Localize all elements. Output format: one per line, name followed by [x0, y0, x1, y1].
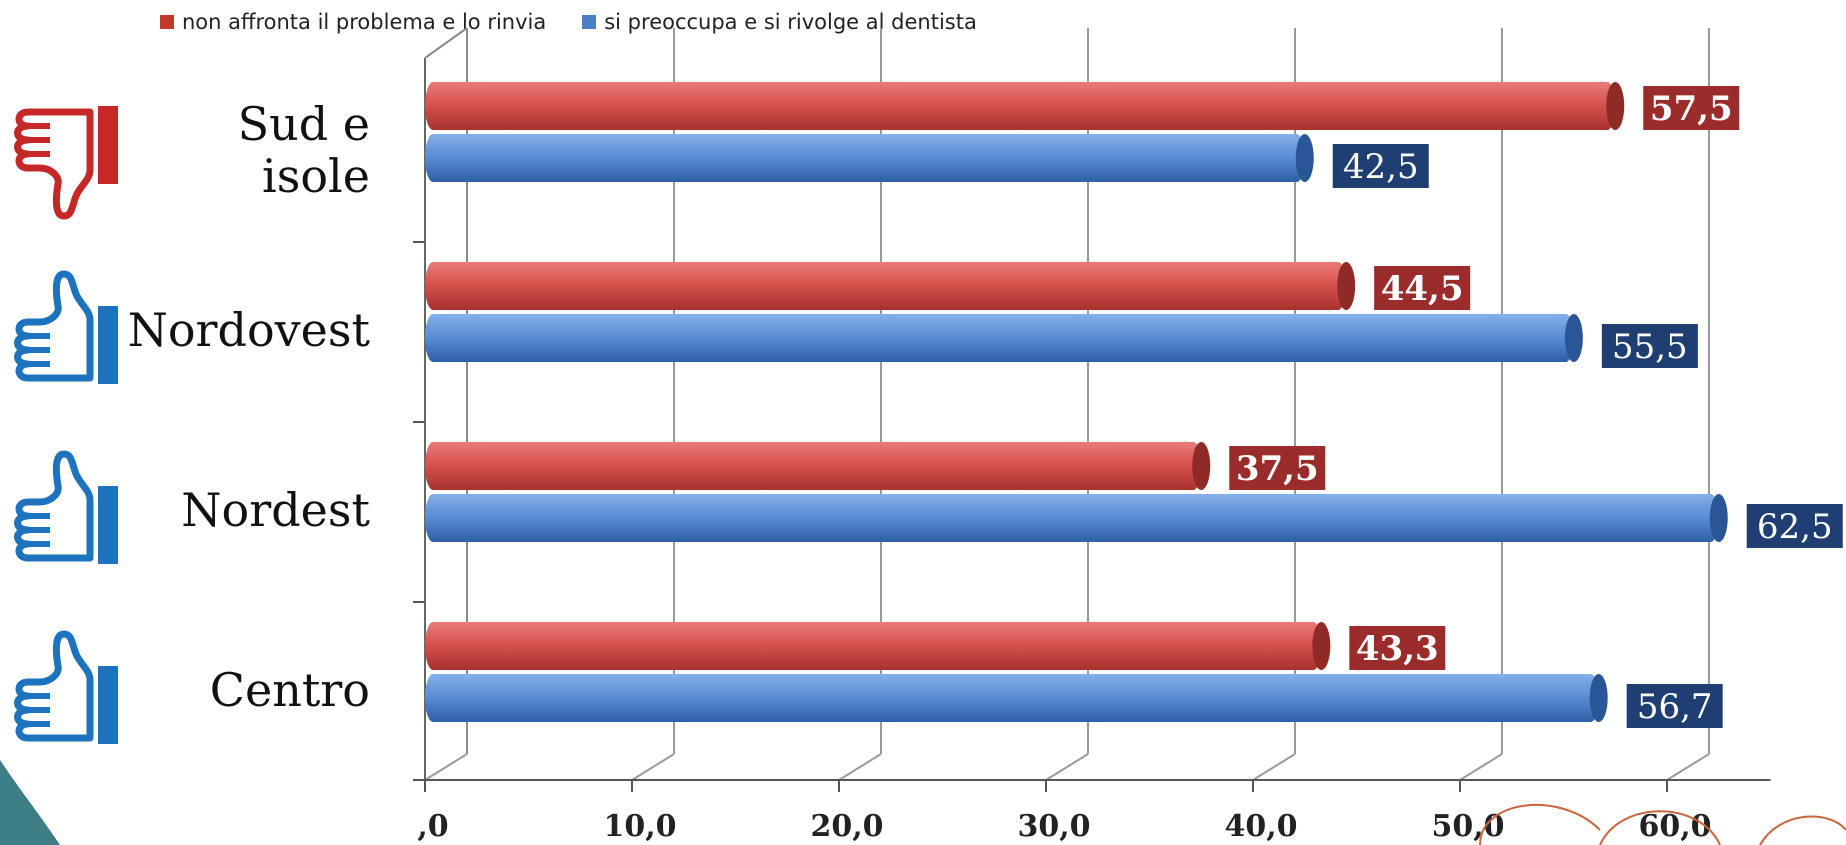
data-label-bg: [1643, 86, 1740, 130]
bar-body: [425, 262, 1347, 310]
legend-label-red: non affronta il problema e lo rinvia: [182, 10, 547, 34]
data-label-bg: [1601, 324, 1698, 368]
legend-item-blue: si preoccupa e si rivolge al dentista: [582, 10, 977, 34]
data-label: 42,5: [1343, 147, 1419, 187]
data-label-bg: [1332, 144, 1429, 188]
bar-body: [425, 494, 1719, 542]
legend-swatch-red: [160, 15, 174, 29]
x-tick-label: 40,0: [1224, 809, 1297, 844]
thumb-cuff: [98, 486, 118, 564]
legend-swatch-blue: [582, 15, 597, 29]
x-tick-label: 50,0: [1431, 809, 1504, 844]
gridline-floor: [1666, 753, 1710, 781]
bar-blue: [425, 314, 1583, 362]
bar-body: [425, 134, 1305, 182]
bar-body: [425, 622, 1322, 670]
bar-cap: [1337, 262, 1356, 310]
thumb-cuff: [98, 666, 118, 744]
thumb-cuff: [98, 306, 118, 384]
thumbs-up-icon: [14, 630, 118, 744]
gridline-floor: [1252, 753, 1296, 781]
gridline-floor: [424, 753, 468, 781]
data-label-bg: [1626, 684, 1723, 728]
bar-red: [425, 442, 1211, 490]
gridline-floor: [631, 753, 675, 781]
gridline-floor: [1459, 753, 1503, 781]
category-label: Nordovest: [128, 303, 371, 357]
thumb-cuff: [98, 106, 118, 184]
thumb-outline: [14, 270, 94, 382]
bar-red: [425, 82, 1625, 130]
x-tick-label: 60,0: [1638, 809, 1711, 844]
category-label: Sud e: [238, 97, 370, 151]
data-label: 55,5: [1612, 327, 1688, 367]
x-tick-label: ,0: [417, 809, 448, 844]
data-label-bg: [1374, 266, 1471, 310]
thumb-outline: [14, 630, 94, 742]
x-tick-label: 20,0: [810, 809, 883, 844]
data-label: 57,5: [1650, 89, 1733, 129]
bar-cap: [1709, 494, 1728, 542]
bar-cap: [1312, 622, 1331, 670]
data-label-bg: [1229, 446, 1326, 490]
bar-red: [425, 262, 1356, 310]
bar-body: [425, 442, 1202, 490]
data-label: 62,5: [1757, 507, 1833, 547]
bar-blue: [425, 494, 1728, 542]
category-label: Centro: [210, 663, 370, 717]
bar-blue: [425, 674, 1608, 722]
thumb-outline: [14, 450, 94, 562]
data-label-bg: [1746, 504, 1843, 548]
legend-item-red: non affronta il problema e lo rinvia: [160, 10, 546, 34]
x-tick-label: 10,0: [603, 809, 676, 844]
gridline-floor: [1045, 753, 1089, 781]
bar-cap: [1192, 442, 1211, 490]
data-label-bg: [1349, 626, 1446, 670]
data-label: 56,7: [1637, 687, 1713, 727]
decorative-swoosh: [0, 760, 60, 845]
bar-red: [425, 622, 1331, 670]
bar-cap: [1295, 134, 1314, 182]
thumbs-up-icon: [14, 270, 118, 384]
decorative-curve: [1479, 803, 1846, 845]
bar-cap: [1606, 82, 1625, 130]
thumb-outline: [14, 108, 94, 220]
bar-cap: [1564, 314, 1583, 362]
bar-cap: [1589, 674, 1608, 722]
x-tick-label: 30,0: [1017, 809, 1090, 844]
data-label: 44,5: [1381, 269, 1464, 309]
thumbs-down-icon: [14, 106, 118, 220]
data-label: 37,5: [1236, 449, 1319, 489]
legend-label-blue: si preoccupa e si rivolge al dentista: [604, 10, 977, 34]
category-label: Nordest: [181, 483, 370, 537]
gridline-floor: [838, 753, 882, 781]
y-axis-top: [424, 27, 468, 59]
chart-legend: non affronta il problema e lo rinvia si …: [160, 10, 977, 34]
bar-body: [425, 314, 1574, 362]
bar-body: [425, 82, 1616, 130]
data-label: 43,3: [1356, 629, 1439, 669]
bar-blue: [425, 134, 1314, 182]
thumbs-up-icon: [14, 450, 118, 564]
category-label: isole: [262, 149, 370, 203]
bar-body: [425, 674, 1599, 722]
